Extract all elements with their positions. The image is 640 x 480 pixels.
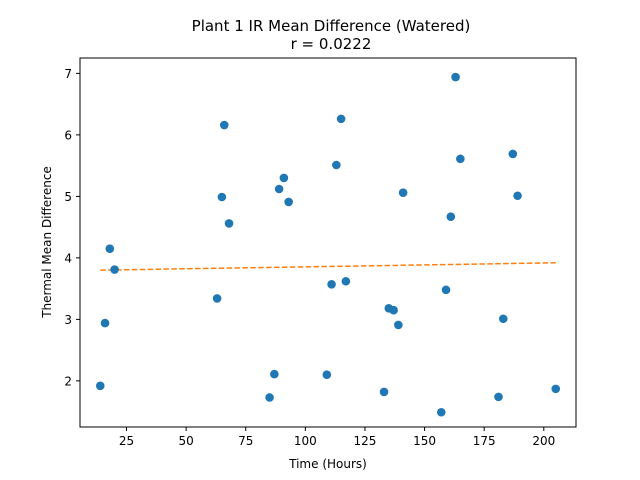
data-point xyxy=(446,212,456,221)
y-axis-label: Thermal Mean Difference xyxy=(40,166,54,319)
x-axis-label: Time (Hours) xyxy=(288,457,367,471)
data-point xyxy=(398,188,408,197)
data-point xyxy=(336,114,346,124)
x-tick-label: 25 xyxy=(119,434,134,448)
data-point xyxy=(100,318,110,328)
data-point xyxy=(212,294,222,303)
x-tick-label: 50 xyxy=(178,434,193,448)
x-axis-ticks: 25 50 75 100 125 150 175 200 xyxy=(119,427,555,448)
data-point xyxy=(274,184,284,194)
data-point xyxy=(508,149,518,159)
trend-line xyxy=(100,262,556,271)
data-point xyxy=(513,191,522,201)
data-point xyxy=(341,276,351,286)
x-tick-label: 175 xyxy=(473,434,496,448)
data-point xyxy=(389,305,398,315)
data-point xyxy=(224,219,234,228)
data-point xyxy=(456,154,465,164)
data-point xyxy=(322,370,332,380)
data-point xyxy=(494,392,503,402)
plot-area xyxy=(80,58,576,427)
data-point xyxy=(279,173,289,183)
data-point xyxy=(551,384,561,394)
data-point xyxy=(379,387,389,397)
data-point xyxy=(451,72,460,82)
data-point xyxy=(219,120,229,130)
data-point xyxy=(327,280,336,289)
data-point xyxy=(270,369,279,379)
y-tick-label: 7 xyxy=(64,67,72,81)
x-tick-label: 100 xyxy=(294,434,317,448)
data-point xyxy=(436,407,446,417)
data-point xyxy=(265,393,274,402)
y-axis-ticks: 2 3 4 5 6 7 xyxy=(64,67,80,388)
x-tick-label: 125 xyxy=(354,434,377,448)
x-tick-label: 150 xyxy=(413,434,436,448)
plot-frame xyxy=(79,57,577,428)
data-point xyxy=(217,192,227,202)
chart-title: Plant 1 IR Mean Difference (Watered) xyxy=(192,17,471,35)
data-point xyxy=(110,265,119,274)
y-tick-label: 5 xyxy=(64,190,72,204)
chart-subtitle: r = 0.0222 xyxy=(291,35,372,53)
data-point xyxy=(284,197,293,207)
y-tick-label: 3 xyxy=(64,313,72,327)
data-point xyxy=(105,244,115,253)
trendline-layer xyxy=(100,262,556,271)
y-tick-label: 6 xyxy=(64,128,72,142)
data-points-layer xyxy=(95,72,561,417)
data-point xyxy=(441,285,451,295)
data-point xyxy=(95,381,105,391)
y-tick-label: 4 xyxy=(64,251,72,265)
x-tick-label: 75 xyxy=(238,434,253,448)
x-tick-label: 200 xyxy=(532,434,555,448)
data-point xyxy=(332,160,341,170)
data-point xyxy=(498,314,508,324)
data-point xyxy=(394,320,403,330)
y-tick-label: 2 xyxy=(64,374,72,388)
